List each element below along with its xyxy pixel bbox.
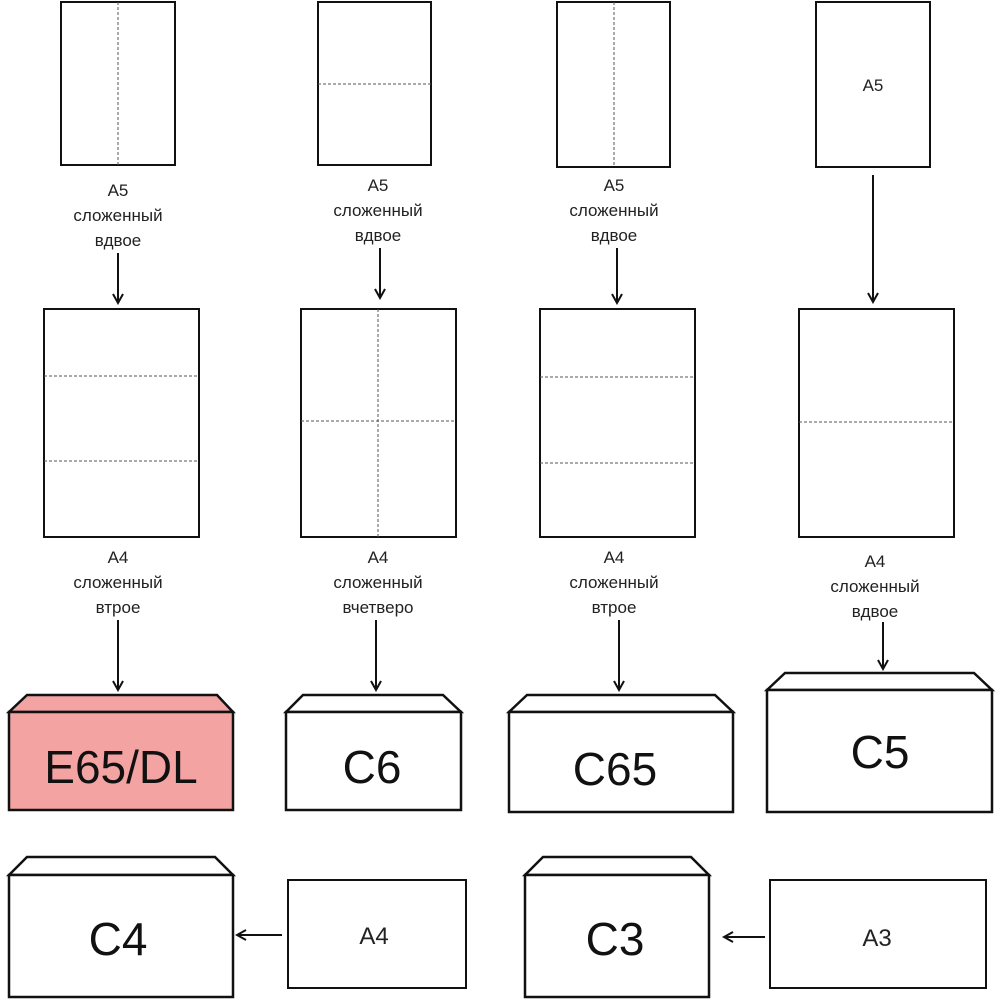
sheet-label: A4 [359,923,388,950]
caption: A5 [108,181,129,200]
row-c3: C3 A3 [521,855,987,999]
caption: сложенный [73,573,162,592]
caption: A5 [604,176,625,195]
envelope-c6: C6 [282,693,465,812]
caption: A4 [108,548,129,567]
caption: A5 [368,176,389,195]
row-c4: C4 A4 [5,855,467,999]
a4-sheet [43,308,200,538]
envelope-c65: C65 [505,693,737,814]
caption: A4 [865,552,886,571]
sheet-label: A5 [863,76,884,95]
caption: сложенный [333,573,422,592]
envelope-label: C65 [573,743,657,795]
caption: вдвое [95,231,142,250]
envelope-label: C3 [586,913,645,965]
caption: вдвое [852,602,899,621]
envelope-e65-dl: E65/DL [5,693,236,812]
caption: вдвое [355,226,402,245]
caption: сложенный [569,201,658,220]
column-c65: A5 сложенный вдвое A4 сложенный втрое C6… [505,1,737,814]
a4-sheet [798,308,955,538]
envelope-label: E65/DL [44,741,197,793]
caption: сложенный [333,201,422,220]
caption: сложенный [830,577,919,596]
column-c5: A5 A4 сложенный вдвое C5 [763,1,996,814]
envelope-c3: C3 [521,855,713,999]
envelope-label: C4 [89,913,148,965]
caption: сложенный [73,206,162,225]
caption: сложенный [569,573,658,592]
envelope-c5: C5 [763,671,996,814]
envelope-label: C5 [851,726,910,778]
column-e65-dl: A5 сложенный вдвое A4 сложенный втрое E6… [5,1,236,812]
a5-sheet [815,1,931,168]
caption: втрое [592,598,637,617]
envelope-label: C6 [343,741,402,793]
a3-sheet [769,879,987,989]
a4-sheet [300,308,457,538]
caption: вчетверо [342,598,413,617]
a4-sheet [539,308,696,538]
envelope-c4: C4 [5,855,237,999]
sheet-label: A3 [862,925,891,952]
caption: A4 [368,548,389,567]
caption: A4 [604,548,625,567]
caption: вдвое [591,226,638,245]
column-c6: A5 сложенный вдвое A4 сложенный вчетверо… [282,1,465,812]
caption: втрое [96,598,141,617]
a4-sheet [287,879,467,989]
